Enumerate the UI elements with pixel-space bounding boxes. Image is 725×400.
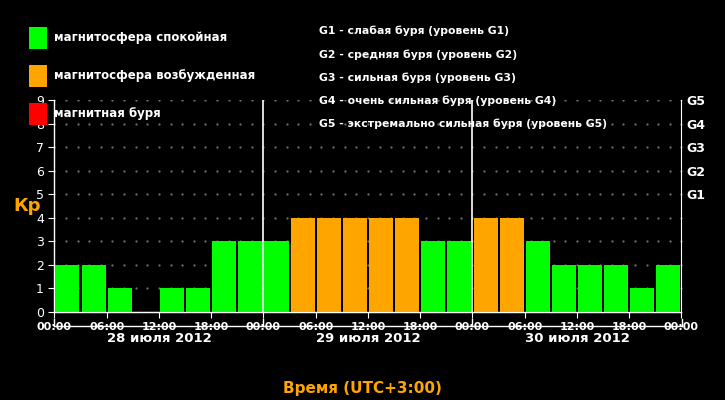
Bar xyxy=(265,241,289,312)
Bar xyxy=(526,241,550,312)
Bar xyxy=(421,241,445,312)
Text: магнитосфера спокойная: магнитосфера спокойная xyxy=(54,32,228,44)
Bar xyxy=(552,265,576,312)
Bar xyxy=(656,265,681,312)
Bar xyxy=(239,241,262,312)
Bar xyxy=(81,265,106,312)
Bar xyxy=(369,218,393,312)
Bar xyxy=(447,241,471,312)
Text: магнитосфера возбужденная: магнитосфера возбужденная xyxy=(54,70,256,82)
Bar xyxy=(212,241,236,312)
Text: магнитная буря: магнитная буря xyxy=(54,108,161,120)
Text: G2 - средняя буря (уровень G2): G2 - средняя буря (уровень G2) xyxy=(319,49,517,60)
Bar xyxy=(343,218,367,312)
Bar xyxy=(108,288,132,312)
Text: 29 июля 2012: 29 июля 2012 xyxy=(315,332,420,344)
Bar xyxy=(186,288,210,312)
Bar xyxy=(395,218,419,312)
Bar xyxy=(317,218,341,312)
Bar xyxy=(500,218,523,312)
Bar xyxy=(55,265,80,312)
Y-axis label: Кр: Кр xyxy=(14,197,41,215)
Bar xyxy=(473,218,497,312)
Text: G4 - очень сильная буря (уровень G4): G4 - очень сильная буря (уровень G4) xyxy=(319,96,556,106)
Text: G1 - слабая буря (уровень G1): G1 - слабая буря (уровень G1) xyxy=(319,26,509,36)
Text: G3 - сильная буря (уровень G3): G3 - сильная буря (уровень G3) xyxy=(319,72,516,83)
Bar xyxy=(291,218,315,312)
Bar xyxy=(160,288,184,312)
Text: 28 июля 2012: 28 июля 2012 xyxy=(107,332,211,344)
Bar xyxy=(578,265,602,312)
Bar xyxy=(630,288,655,312)
Bar xyxy=(604,265,628,312)
Text: Время (UTC+3:00): Время (UTC+3:00) xyxy=(283,381,442,396)
Text: 30 июля 2012: 30 июля 2012 xyxy=(525,332,629,344)
Text: G5 - экстремально сильная буря (уровень G5): G5 - экстремально сильная буря (уровень … xyxy=(319,119,607,129)
